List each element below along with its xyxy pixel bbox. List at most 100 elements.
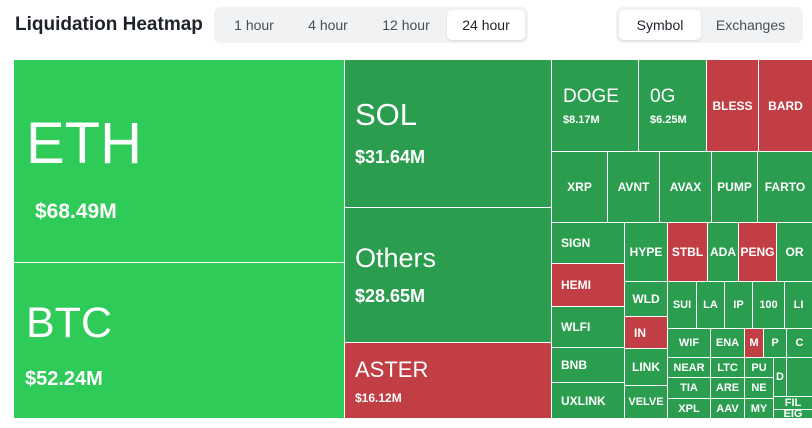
- tile-symbol: LA: [703, 299, 718, 311]
- tile-value: $52.24M: [25, 368, 103, 390]
- tab-4-hour[interactable]: 4 hour: [308, 17, 348, 33]
- tile-symbol: STBL: [671, 245, 704, 259]
- tile-velve[interactable]: VELVE: [625, 386, 667, 418]
- tile-farto[interactable]: FARTO: [758, 152, 812, 222]
- tile-xpl[interactable]: XPL: [668, 399, 710, 418]
- tab-24-hour[interactable]: 24 hour: [447, 10, 525, 40]
- tile-symbol: UXLINK: [561, 393, 606, 408]
- tile-symbol: AVNT: [617, 180, 650, 194]
- tile-my[interactable]: MY: [745, 399, 773, 418]
- tile-value: $31.64M: [355, 147, 426, 167]
- tile-symbol: ENA: [715, 337, 740, 349]
- tile-xrp[interactable]: XRP: [552, 152, 607, 222]
- tab-12-hour[interactable]: 12 hour: [382, 17, 430, 33]
- tile-pump[interactable]: PUMP: [712, 152, 757, 222]
- tile-symbol: XPL: [678, 402, 700, 415]
- tile-symbol: M: [749, 337, 759, 349]
- tile-value: $16.12M: [355, 391, 402, 405]
- tile-symbol: SIGN: [561, 236, 591, 250]
- tile-uxlink[interactable]: UXLINK: [552, 383, 624, 418]
- tile-peng[interactable]: PENG: [739, 223, 776, 281]
- tile-symbol: AVAX: [669, 180, 702, 194]
- tile-avax[interactable]: AVAX: [660, 152, 711, 222]
- tile-fil[interactable]: FIL: [774, 397, 812, 409]
- tab-1-hour[interactable]: 1 hour: [234, 17, 274, 33]
- tile-blank-1[interactable]: [787, 358, 812, 396]
- tile-symbol: LTC: [717, 361, 738, 374]
- tile-symbol: HEMI: [561, 278, 591, 292]
- tile-in[interactable]: IN: [625, 317, 667, 348]
- tile-symbol: ETH: [26, 111, 142, 176]
- tile-symbol: BLESS: [712, 98, 753, 113]
- tile-avnt[interactable]: AVNT: [608, 152, 659, 222]
- tile-sol[interactable]: SOL $31.64M: [345, 60, 551, 207]
- liquidation-heatmap: ETH $68.49M BTC $52.24M SOL $31.64M Othe…: [14, 60, 812, 418]
- tile-stbl[interactable]: STBL: [668, 223, 707, 281]
- tile-symbol: AAV: [716, 402, 739, 415]
- tile-symbol: P: [771, 337, 779, 349]
- tile-btc[interactable]: BTC $52.24M: [14, 263, 344, 418]
- tile-m[interactable]: M: [745, 329, 763, 357]
- tile-are[interactable]: ARE: [711, 378, 744, 398]
- tile-ena[interactable]: ENA: [711, 329, 744, 357]
- tile-pu[interactable]: PU: [745, 358, 773, 377]
- view-selector: Symbol Exchanges: [616, 7, 803, 43]
- tile-d[interactable]: D: [774, 358, 786, 396]
- tile-symbol: ASTER: [355, 357, 429, 382]
- tile-symbol: IP: [733, 299, 744, 311]
- tile-symbol: VELVE: [628, 396, 664, 408]
- tile-li[interactable]: LI: [785, 282, 812, 328]
- tile-c[interactable]: C: [787, 329, 812, 357]
- tile-symbol: OR: [785, 245, 804, 259]
- tile-aster[interactable]: ASTER $16.12M: [345, 343, 551, 418]
- tile-symbol: PUMP: [717, 180, 752, 194]
- tile-0g[interactable]: 0G $6.25M: [639, 60, 706, 151]
- tile-ne[interactable]: NE: [745, 378, 773, 398]
- tile-hemi[interactable]: HEMI: [552, 264, 624, 306]
- page-title: Liquidation Heatmap: [15, 14, 203, 35]
- tile-wlfi[interactable]: WLFI: [552, 307, 624, 347]
- tile-ada[interactable]: ADA: [708, 223, 738, 281]
- tile-symbol: MY: [750, 402, 768, 415]
- tile-symbol: D: [776, 371, 784, 383]
- tile-or[interactable]: OR: [777, 223, 812, 281]
- tile-hype[interactable]: HYPE: [625, 223, 667, 281]
- tile-value: $6.25M: [650, 114, 687, 126]
- tile-symbol: NE: [751, 382, 767, 394]
- tile-ltc[interactable]: LTC: [711, 358, 744, 377]
- tile-wif[interactable]: WIF: [668, 329, 710, 357]
- tile-near[interactable]: NEAR: [668, 358, 710, 377]
- tile-sign[interactable]: SIGN: [552, 223, 624, 263]
- tile-symbol: EIG: [783, 410, 803, 418]
- tile-symbol: WLFI: [561, 320, 591, 334]
- tile-doge[interactable]: DOGE $8.17M: [552, 60, 638, 151]
- timeframe-selector: 1 hour 4 hour 12 hour 24 hour: [214, 7, 528, 43]
- tile-bless[interactable]: BLESS: [707, 60, 758, 151]
- tile-symbol: TIA: [680, 382, 698, 394]
- tile-100[interactable]: 100: [753, 282, 784, 328]
- tile-wld[interactable]: WLD: [625, 282, 667, 316]
- tile-p[interactable]: P: [764, 329, 786, 357]
- tile-ip[interactable]: IP: [725, 282, 752, 328]
- tile-symbol: 0G: [650, 86, 676, 107]
- tile-link[interactable]: LINK: [625, 349, 667, 385]
- tile-symbol: FARTO: [764, 180, 806, 194]
- tile-aav[interactable]: AAV: [711, 399, 744, 418]
- tile-symbol: WLD: [632, 292, 660, 306]
- tile-la[interactable]: LA: [697, 282, 724, 328]
- tile-symbol: XRP: [567, 180, 592, 194]
- tile-symbol: WIF: [678, 337, 700, 349]
- tile-tia[interactable]: TIA: [668, 378, 710, 398]
- tile-symbol: DOGE: [563, 86, 619, 107]
- tile-bnb[interactable]: BNB: [552, 348, 624, 382]
- tile-bard[interactable]: BARD: [759, 60, 812, 151]
- tile-value: $68.49M: [35, 200, 117, 223]
- tile-sui[interactable]: SUI: [668, 282, 696, 328]
- tile-eig[interactable]: EIG: [774, 410, 812, 418]
- tab-symbol[interactable]: Symbol: [619, 10, 701, 40]
- tile-others[interactable]: Others $28.65M: [345, 208, 551, 342]
- tab-exchanges[interactable]: Exchanges: [715, 17, 786, 33]
- tile-symbol: 100: [759, 299, 778, 311]
- tile-value: $28.65M: [355, 286, 426, 306]
- tile-eth[interactable]: ETH $68.49M: [14, 60, 344, 262]
